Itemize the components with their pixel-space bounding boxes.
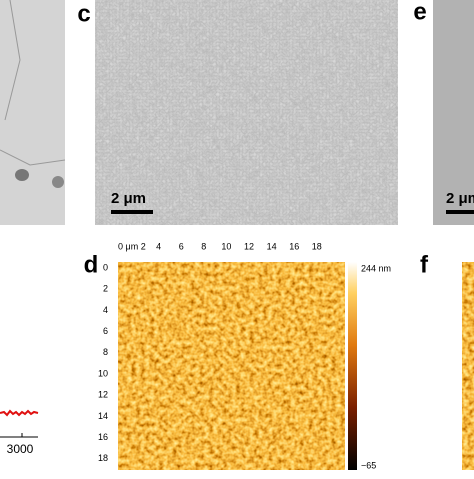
top-tick-label: 16 bbox=[289, 241, 299, 251]
x-tick-label: 3000 bbox=[7, 442, 34, 456]
axis-ticks: 0 μm 2 4 6 8 10 12 14 16 18 0 2 4 6 8 10 12 14 16 18 bbox=[98, 241, 322, 463]
micrograph bbox=[0, 0, 65, 225]
top-tick-label: 10 bbox=[221, 241, 231, 251]
left-tick-label: 2 bbox=[103, 284, 108, 294]
top-tick-label: 6 bbox=[179, 241, 184, 251]
particle bbox=[15, 169, 29, 181]
scale-bar bbox=[111, 210, 153, 214]
top-tick-label: 8 bbox=[201, 241, 206, 251]
scale-bar-label: 2 μm bbox=[446, 190, 474, 207]
left-tick-label: 4 bbox=[103, 305, 108, 315]
left-tick-label: 18 bbox=[98, 453, 108, 463]
crack bbox=[0, 0, 66, 166]
sem-image bbox=[433, 0, 474, 225]
left-tick-label: 8 bbox=[103, 347, 108, 357]
colorbar-min: −65 bbox=[361, 460, 376, 470]
top-tick-label: 18 bbox=[312, 241, 322, 251]
colorbar bbox=[348, 262, 357, 470]
sem-texture bbox=[95, 0, 398, 225]
scale-bar-label: 2 μm bbox=[111, 190, 146, 207]
colorbar-max: 244 nm bbox=[361, 263, 391, 273]
left-tick-label: 12 bbox=[98, 390, 108, 400]
afm-image bbox=[462, 262, 474, 470]
panel-label: f bbox=[420, 251, 429, 278]
scale-bar bbox=[446, 210, 474, 214]
panel-label: c bbox=[77, 0, 90, 27]
left-tick-label: 6 bbox=[103, 326, 108, 336]
top-tick-label: 14 bbox=[267, 241, 277, 251]
afm-image bbox=[118, 262, 345, 470]
top-tick-label: 12 bbox=[244, 241, 254, 251]
particle bbox=[52, 176, 64, 188]
left-tick-label: 16 bbox=[98, 432, 108, 442]
top-tick-label: 4 bbox=[156, 241, 161, 251]
left-tick-label: 0 bbox=[103, 262, 108, 272]
top-tick-label: 0 μm 2 bbox=[118, 241, 146, 251]
panel-label: e bbox=[413, 0, 426, 25]
left-tick-label: 14 bbox=[98, 411, 108, 421]
panel-label: d bbox=[84, 251, 99, 278]
plot-line bbox=[0, 409, 39, 417]
left-tick-label: 10 bbox=[98, 368, 108, 378]
